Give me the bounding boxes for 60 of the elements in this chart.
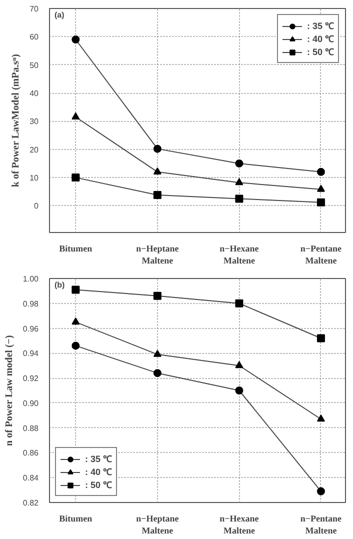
y-tick-label: 0.94 (22, 349, 40, 358)
y-tick-label: 60 (30, 32, 40, 42)
point (72, 174, 80, 182)
point (153, 369, 162, 378)
point (72, 342, 80, 350)
x-tick-label: n−Heptane Maltene (136, 244, 179, 266)
point (316, 198, 325, 206)
point (72, 112, 80, 120)
y-tick-label: 40 (30, 89, 40, 98)
point (153, 167, 162, 174)
point (235, 194, 244, 203)
point (153, 144, 162, 153)
y-axis-title: n of Power Law model (−) (4, 335, 15, 446)
point (235, 361, 244, 368)
point (72, 318, 80, 325)
y-tick-label: 0.90 (22, 398, 40, 408)
y-tick-label: 0 (34, 202, 40, 211)
y-tick-label: 0.98 (22, 299, 40, 308)
point (316, 184, 325, 192)
y-axis-title: k of Power LawModel (mPa.sⁿ) (10, 54, 22, 188)
point (72, 286, 80, 294)
point (153, 191, 162, 200)
point (316, 334, 325, 342)
y-tick-label: 0.86 (22, 448, 40, 458)
y-tick-label: 50 (30, 60, 40, 70)
y-tick-label: 30 (30, 117, 40, 126)
point (235, 178, 244, 186)
point (235, 159, 244, 168)
y-tick-label: 0.84 (22, 474, 40, 483)
point (316, 487, 325, 496)
point (72, 36, 80, 44)
legend-label: : 35 ℃ (85, 453, 112, 465)
y-tick-label: 0.88 (22, 424, 40, 433)
point (153, 292, 162, 300)
point (235, 386, 244, 394)
y-tick-label: 0.82 (22, 498, 40, 508)
x-tick-label: n−Pentane Maltene (300, 514, 342, 536)
annotation: (b) (54, 280, 66, 290)
x-tick-label: n−Heptane Maltene (136, 514, 179, 536)
legend-label: : 50 ℃ (85, 479, 112, 491)
x-tick-label: n−Hexane Maltene (220, 244, 259, 266)
annotation: (a) (54, 10, 65, 20)
y-tick-label: 0.96 (22, 324, 40, 334)
point (316, 168, 325, 176)
x-tick-label: n−Hexane Maltene (220, 514, 259, 536)
legend-label: : 50 ℃ (306, 46, 334, 58)
point (235, 299, 244, 308)
y-tick-label: 70 (30, 4, 40, 14)
y-tick-label: 10 (30, 174, 40, 183)
point (316, 414, 325, 422)
legend-label: : 40 ℃ (85, 466, 112, 478)
point (153, 350, 162, 357)
x-tick-label: Bitumen (59, 514, 92, 524)
x-tick-label: n−Pentane Maltene (300, 244, 342, 266)
legend-label: : 40 ℃ (306, 33, 334, 45)
y-tick-label: 0.92 (22, 374, 40, 384)
y-tick-label: 1.00 (22, 274, 40, 284)
x-tick-label: Bitumen (59, 244, 92, 254)
legend-label: : 35 ℃ (306, 20, 334, 32)
y-tick-label: 20 (30, 145, 40, 154)
